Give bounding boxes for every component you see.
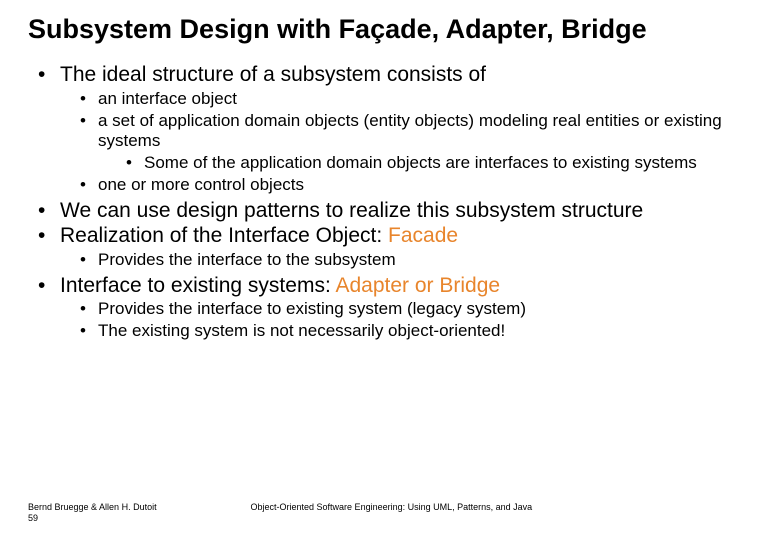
footer-book: Object-Oriented Software Engineering: Us… — [251, 502, 533, 513]
bullet-list: The ideal structure of a subsystem consi… — [28, 63, 752, 341]
bullet-3: Realization of the Interface Object: Fac… — [38, 224, 752, 270]
slide-title: Subsystem Design with Façade, Adapter, B… — [28, 14, 752, 45]
bullet-1c: one or more control objects — [80, 175, 752, 195]
bullet-4-sub: Provides the interface to existing syste… — [60, 299, 752, 341]
bullet-4-pre: Interface to existing systems: — [60, 274, 335, 297]
bullet-4-highlight: Adapter or Bridge — [335, 274, 500, 297]
footer-author: Bernd Bruegge & Allen H. Dutoit — [28, 502, 157, 512]
bullet-1a: an interface object — [80, 89, 752, 109]
bullet-4b: The existing system is not necessarily o… — [80, 321, 752, 341]
bullet-4a: Provides the interface to existing syste… — [80, 299, 752, 319]
footer-author-block: Bernd Bruegge & Allen H. Dutoit 59 — [28, 502, 208, 524]
footer: Bernd Bruegge & Allen H. Dutoit 59 Objec… — [28, 502, 752, 524]
bullet-3-highlight: Facade — [388, 224, 458, 247]
bullet-4: Interface to existing systems: Adapter o… — [38, 274, 752, 342]
bullet-1-text: The ideal structure of a subsystem consi… — [60, 63, 486, 86]
bullet-3a: Provides the interface to the subsystem — [80, 250, 752, 270]
slide: Subsystem Design with Façade, Adapter, B… — [0, 0, 780, 540]
footer-page: 59 — [28, 513, 208, 524]
bullet-2: We can use design patterns to realize th… — [38, 199, 752, 223]
bullet-1b: a set of application domain objects (ent… — [80, 111, 752, 173]
bullet-3-pre: Realization of the Interface Object: — [60, 224, 388, 247]
bullet-1b1: Some of the application domain objects a… — [126, 153, 752, 173]
bullet-1b-sub: Some of the application domain objects a… — [98, 153, 752, 173]
bullet-3-sub: Provides the interface to the subsystem — [60, 250, 752, 270]
bullet-1: The ideal structure of a subsystem consi… — [38, 63, 752, 195]
bullet-1b-text: a set of application domain objects (ent… — [98, 111, 722, 150]
bullet-1-sub: an interface object a set of application… — [60, 89, 752, 195]
